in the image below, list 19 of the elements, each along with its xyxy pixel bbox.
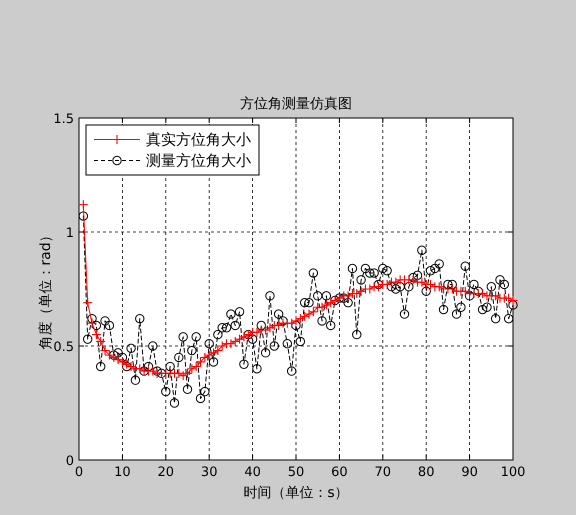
x-tick-label: 10 <box>114 465 131 480</box>
x-tick-label: 90 <box>461 465 478 480</box>
x-tick-label: 20 <box>158 465 174 480</box>
legend-label: 测量方位角大小 <box>146 152 251 170</box>
x-axis-title: 时间（单位：s） <box>243 485 349 501</box>
y-tick-label: 1.5 <box>53 112 74 127</box>
y-tick-label: 1 <box>66 226 74 241</box>
y-axis-title: 角度（单位：rad） <box>38 228 54 350</box>
x-tick-label: 40 <box>244 465 261 480</box>
y-tick-label: 0 <box>66 454 74 469</box>
legend-label: 真实方位角大小 <box>146 130 251 148</box>
x-tick-label: 100 <box>500 465 526 480</box>
x-tick-label: 30 <box>200 465 218 480</box>
chart-title: 方位角测量仿真图 <box>240 96 352 112</box>
x-tick-label: 60 <box>331 465 348 480</box>
x-tick-label: 70 <box>374 465 392 480</box>
x-tick-label: 80 <box>418 465 434 480</box>
y-tick-label: 0.5 <box>53 340 74 355</box>
x-tick-label: 50 <box>288 465 304 480</box>
